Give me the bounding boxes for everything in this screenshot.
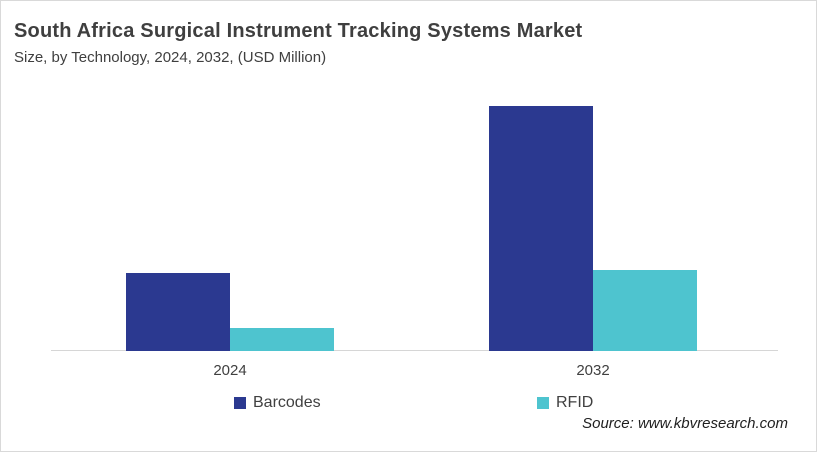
legend-item-barcodes: Barcodes xyxy=(234,394,321,412)
bar-barcodes-2032 xyxy=(489,106,593,351)
x-axis-tick-2032: 2032 xyxy=(576,362,610,379)
source-credit: Source: www.kbvresearch.com xyxy=(582,415,788,432)
plot-area xyxy=(1,1,816,351)
legend-swatch-barcodes-icon xyxy=(234,397,246,409)
chart-title: South Africa Surgical Instrument Trackin… xyxy=(14,20,583,42)
chart-header: South Africa Surgical Instrument Trackin… xyxy=(14,19,803,66)
bar-rfid-2024 xyxy=(230,328,334,351)
legend-item-rfid: RFID xyxy=(537,394,593,412)
chart-subtitle: Size, by Technology, 2024, 2032, (USD Mi… xyxy=(14,49,327,66)
legend-label-rfid: RFID xyxy=(556,394,594,411)
bar-rfid-2032 xyxy=(593,270,697,351)
x-axis-tick-2024: 2024 xyxy=(213,362,247,379)
legend-label-barcodes: Barcodes xyxy=(253,394,321,411)
legend-swatch-rfid-icon xyxy=(537,397,549,409)
bar-barcodes-2024 xyxy=(126,273,230,351)
x-axis-line xyxy=(51,350,778,351)
